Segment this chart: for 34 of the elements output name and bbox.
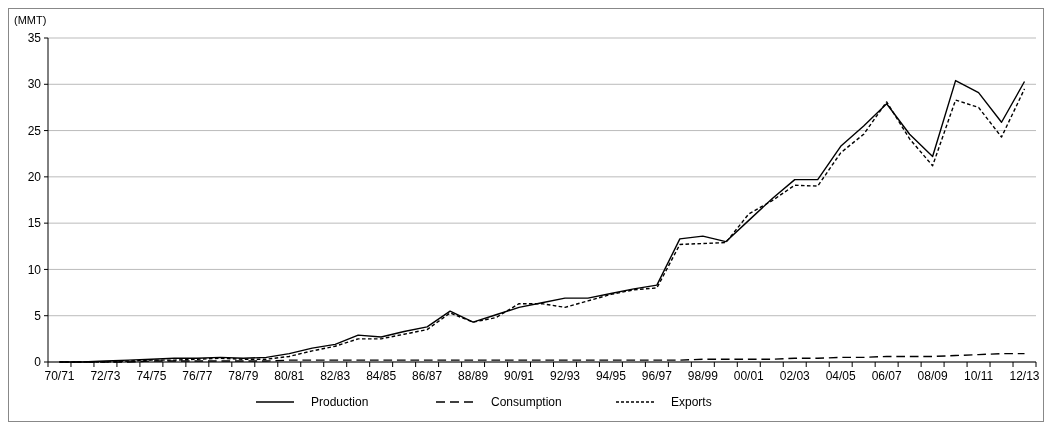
x-tick-label: 98/99: [687, 369, 719, 383]
x-tick-label: 90/91: [504, 369, 535, 383]
y-tick-label: 5: [34, 308, 42, 323]
y-tick-label: 20: [27, 170, 42, 185]
y-tick-label: 15: [27, 216, 42, 231]
y-tick-label: 25: [27, 123, 42, 138]
x-tick-label: 78/79: [228, 369, 259, 383]
x-tick-label: 96/97: [641, 369, 673, 383]
x-tick-label: 74/75: [136, 369, 167, 383]
x-tick-label: 04/05: [825, 369, 857, 383]
x-tick-label: 70/71: [44, 369, 75, 383]
legend-label: Production: [311, 395, 369, 410]
x-tick-label: 10/11: [963, 369, 994, 383]
x-tick-label: 86/87: [412, 369, 443, 383]
legend-label: Exports: [671, 395, 712, 410]
x-tick-label: 12/13: [1009, 369, 1040, 383]
y-tick-label: 10: [27, 262, 42, 277]
x-tick-label: 02/03: [779, 369, 811, 383]
y-tick-label: 35: [27, 31, 42, 46]
x-tick-label: 76/77: [182, 369, 213, 383]
x-tick-label: 72/73: [90, 369, 121, 383]
y-tick-label: 0: [34, 355, 42, 370]
x-tick-label: 80/81: [274, 369, 305, 383]
x-tick-label: 92/93: [549, 369, 581, 383]
x-tick-label: 84/85: [366, 369, 397, 383]
x-tick-label: 00/01: [733, 369, 765, 383]
x-tick-label: 82/83: [320, 369, 351, 383]
x-tick-label: 08/09: [917, 369, 948, 383]
y-tick-label: 30: [27, 77, 42, 92]
y-axis-title: (MMT): [14, 14, 47, 26]
legend-label: Consumption: [491, 395, 562, 410]
x-tick-label: 94/95: [595, 369, 627, 383]
x-tick-label: 88/89: [458, 369, 489, 383]
x-tick-label: 06/07: [871, 369, 902, 383]
